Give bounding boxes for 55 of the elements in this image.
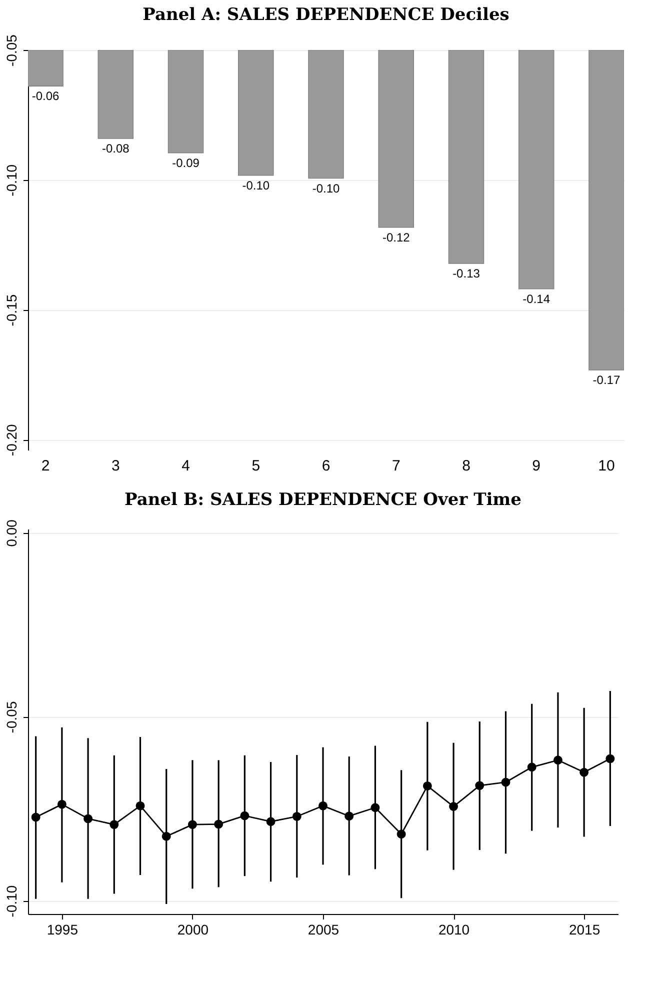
x-tick-label: 2010 (438, 922, 470, 938)
y-tick-label: -0.10 (4, 164, 20, 196)
point (344, 812, 354, 821)
x-tick-label: 6 (322, 458, 330, 474)
point (475, 781, 484, 790)
data-label: -0.13 (452, 266, 480, 281)
y-tick-label: -0.05 (4, 34, 20, 66)
point (136, 801, 145, 810)
y-tick-label: -0.15 (4, 294, 20, 326)
point (31, 812, 40, 822)
point (318, 801, 328, 810)
data-label: -0.10 (242, 178, 270, 192)
x-tick-label: 7 (392, 458, 400, 474)
point (527, 762, 536, 772)
x-tick-label: 10 (598, 458, 615, 474)
chart-title: Panel B: SALES DEPENDENCE Over Time (124, 490, 522, 510)
x-tick-label: 1995 (46, 922, 78, 938)
point (449, 802, 458, 811)
point (606, 754, 615, 764)
data-label: -0.08 (102, 142, 130, 156)
data-label: -0.14 (522, 292, 550, 306)
data-label: -0.12 (382, 230, 410, 244)
point (84, 814, 93, 824)
x-tick-label: 2 (41, 458, 50, 474)
data-label: -0.10 (312, 181, 340, 196)
data-label: -0.17 (592, 373, 620, 387)
point (188, 820, 197, 830)
x-tick-label: 2000 (177, 922, 209, 938)
point (162, 832, 171, 841)
point (57, 800, 66, 809)
point (110, 820, 119, 830)
y-tick-label: -0.10 (4, 885, 20, 918)
data-label: -0.06 (32, 89, 60, 104)
x-tick-label: 5 (252, 458, 260, 474)
y-tick-label: -0.05 (4, 701, 20, 734)
point (292, 812, 302, 821)
point (422, 781, 432, 790)
point (396, 830, 406, 839)
x-tick-label: 9 (532, 458, 541, 474)
x-tick-label: 4 (182, 458, 190, 474)
y-tick-label: -0.20 (4, 424, 20, 456)
data-label: -0.09 (172, 156, 200, 170)
point (553, 756, 562, 765)
point (214, 820, 224, 829)
point (501, 778, 510, 787)
x-tick-label: 3 (111, 458, 120, 474)
chart-title: Panel A: SALES DEPENDENCE Deciles (142, 5, 510, 26)
point (240, 811, 250, 820)
x-tick-label: 2005 (308, 922, 340, 938)
x-tick-label: 8 (462, 458, 470, 474)
point (370, 803, 380, 812)
point (266, 817, 276, 826)
x-tick-label: 2015 (568, 922, 600, 938)
y-tick-label: 0.00 (4, 519, 20, 547)
point (580, 768, 589, 777)
